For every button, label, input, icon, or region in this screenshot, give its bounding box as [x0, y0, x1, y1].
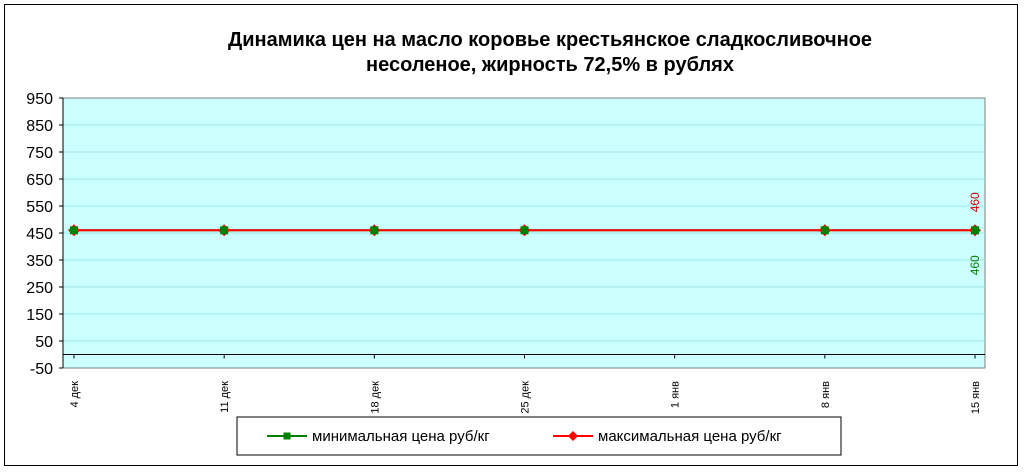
chart-frame: Динамика цен на масло коровье крестьянск…: [4, 4, 1018, 466]
legend-min-marker-icon: [283, 432, 291, 440]
legend-max-marker-icon: [568, 431, 578, 441]
y-tick-label: 150: [26, 307, 53, 324]
chart-title-line-2: несоленое, жирность 72,5% в рублях: [366, 54, 734, 76]
y-axis-ticks: 950 850 750 650 550 450 350 250 150 50 -50: [26, 91, 63, 378]
y-tick-label: 250: [26, 280, 53, 297]
y-tick-label: 450: [26, 226, 53, 243]
chart: Динамика цен на масло коровье крестьянск…: [26, 29, 986, 456]
x-tick-label: 8 янв: [820, 381, 832, 408]
y-tick-label: 950: [26, 91, 53, 108]
x-tick-label: 15 янв: [970, 381, 982, 414]
data-labels: 460 460: [968, 192, 982, 275]
data-label-min-last: 460: [968, 255, 982, 275]
y-tick-label: 350: [26, 253, 53, 270]
x-tick-label: 25 дек: [520, 381, 532, 414]
series-min-point: [971, 226, 979, 235]
x-tick-label: 1 янв: [670, 381, 682, 408]
y-tick-label: -50: [30, 361, 53, 378]
series-min-point: [70, 226, 78, 235]
data-label-max-last: 460: [968, 192, 982, 212]
x-tick-label: 18 дек: [369, 381, 381, 414]
series-layer: [68, 224, 981, 237]
chart-title-line-1: Динамика цен на масло коровье крестьянск…: [228, 29, 872, 51]
y-tick-label: 550: [26, 199, 53, 216]
y-tick-label: 650: [26, 172, 53, 189]
legend-max-label: максимальная цена руб/кг: [598, 428, 782, 445]
legend-min-label: минимальная цена руб/кг: [312, 428, 490, 445]
y-tick-label: 50: [35, 334, 53, 351]
series-min-point: [370, 226, 379, 235]
legend: минимальная цена руб/кг максимальная цен…: [236, 416, 842, 456]
x-axis-ticks: 4 дек 11 дек 18 дек 25 дек 1 янв 8 янв 15 янв: [69, 354, 982, 414]
legend-box: [236, 416, 842, 456]
x-tick-label: 4 дек: [69, 381, 81, 408]
series-min-point: [220, 226, 229, 235]
series-min-point: [820, 226, 829, 235]
series-min-point: [520, 226, 529, 235]
gridlines: [63, 124, 985, 342]
y-tick-label: 850: [26, 118, 53, 135]
x-tick-label: 11 дек: [219, 381, 231, 413]
y-tick-label: 750: [26, 145, 53, 162]
